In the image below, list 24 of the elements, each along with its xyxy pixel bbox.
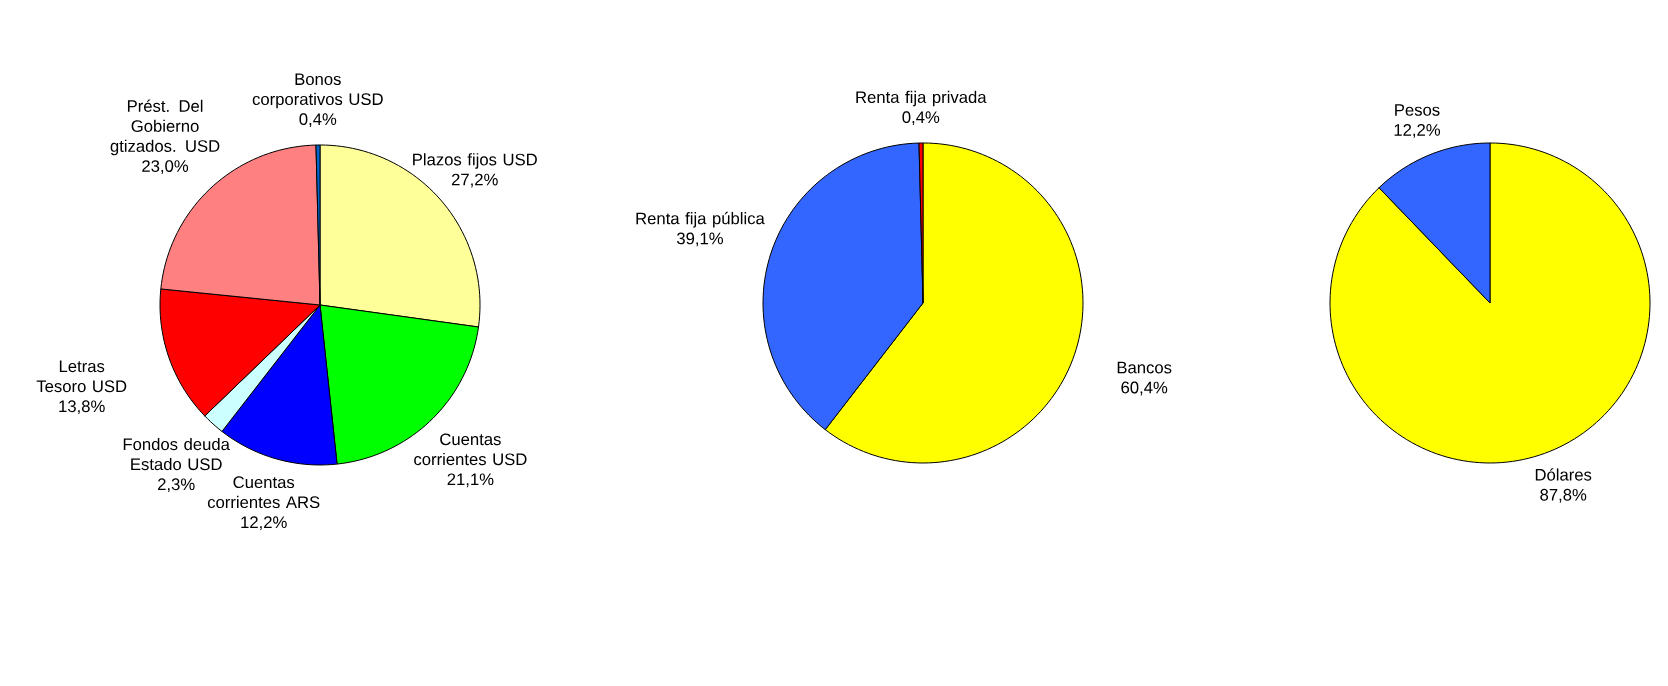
data-label: 0,4% bbox=[902, 111, 940, 126]
data-label: 23,0% bbox=[142, 160, 189, 174]
data-label: 60,4% bbox=[1121, 381, 1168, 396]
slice-label: Renta fija pública bbox=[636, 211, 765, 228]
slice-label: Dólares bbox=[1535, 468, 1592, 481]
slice-label: Plazos fijos USD bbox=[413, 153, 537, 169]
data-label: 0,4% bbox=[299, 113, 337, 128]
data-label: 2,3% bbox=[158, 478, 195, 493]
data-label: 87,8% bbox=[1540, 488, 1587, 503]
data-label: 27,2% bbox=[451, 173, 498, 188]
slice-label: Letras Tesoro USD bbox=[36, 360, 127, 393]
data-label: 12,2% bbox=[1394, 124, 1441, 138]
data-label: 12,2% bbox=[241, 516, 287, 531]
slice-label: Bonos corporativos USD bbox=[252, 73, 383, 109]
slice-label: Bancos bbox=[1117, 361, 1172, 374]
slice-label: Prést. Del Gobierno gtizados. USD bbox=[110, 99, 220, 156]
slice-label: Cuentas corrientes USD bbox=[414, 433, 527, 466]
slice-label: Pesos bbox=[1395, 104, 1440, 116]
slice-label: Fondos deuda Estado USD bbox=[123, 437, 230, 471]
data-label: 21,1% bbox=[447, 473, 494, 488]
slice-label: Renta fija privada bbox=[856, 90, 987, 107]
data-label: 39,1% bbox=[676, 232, 724, 247]
slice-label: Cuentas corrientes ARS bbox=[207, 476, 320, 509]
data-label: 13,8% bbox=[59, 400, 105, 415]
